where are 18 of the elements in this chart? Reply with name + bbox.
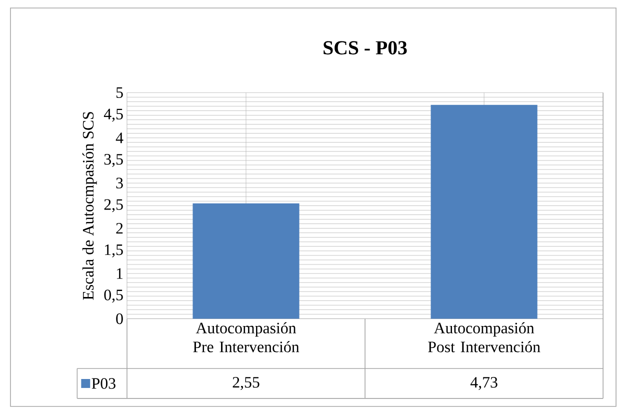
data-label: 2,55 xyxy=(232,376,260,390)
y-tick-label: 0,5 xyxy=(104,289,123,302)
chart-title: SCS - P03 xyxy=(324,40,407,54)
y-tick-label: 3 xyxy=(116,178,123,188)
x-tick-label: Autocompasión Pre Intervención xyxy=(193,322,300,352)
y-axis-title: Escala de Autocmpasión SCS xyxy=(82,112,97,300)
y-tick-label: 5 xyxy=(116,87,123,98)
y-tick-label: 2 xyxy=(116,222,123,234)
data-label: 4,73 xyxy=(470,376,498,390)
y-tick-label: 1,5 xyxy=(105,244,123,258)
y-tick-label: 1 xyxy=(116,268,123,279)
legend-label: P03 xyxy=(92,378,116,389)
y-tick-label: 2,5 xyxy=(104,199,123,212)
y-tick-label: 4,5 xyxy=(104,108,123,122)
y-tick-label: 0 xyxy=(116,313,123,324)
y-tick-label: 3,5 xyxy=(104,154,123,167)
y-tick-label: 4 xyxy=(116,132,124,143)
x-tick-label: Autocompasión Post Intervención xyxy=(428,322,540,352)
